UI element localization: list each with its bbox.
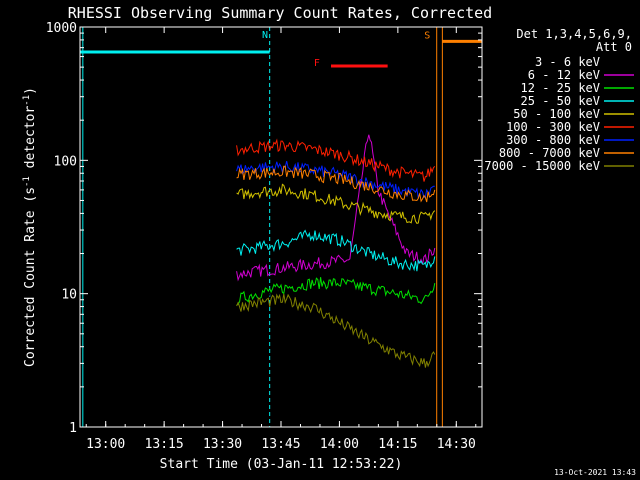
x-tick-label: 13:45 <box>261 437 300 452</box>
annotation-f: F <box>314 58 320 69</box>
legend-label: 7000 - 15000 keV <box>484 159 600 173</box>
series-trace <box>236 293 436 368</box>
x-tick-label: 13:00 <box>86 437 125 452</box>
x-tick-label: 13:15 <box>145 437 184 452</box>
x-tick-label: 14:30 <box>437 437 476 452</box>
legend-header-detectors: Det 1,3,4,5,6,9, <box>516 27 632 41</box>
legend-label: 50 - 100 keV <box>513 107 600 121</box>
legend-label: 25 - 50 keV <box>521 94 600 108</box>
annotation-s: S <box>424 30 430 41</box>
y-axis-label-end: ) <box>23 87 38 95</box>
y-axis-ticks: 1 10 100 1000 <box>46 21 482 436</box>
legend-label: 800 - 7000 keV <box>499 146 600 160</box>
annotation-n: N <box>262 30 268 41</box>
series-trace <box>236 138 436 182</box>
series-trace <box>236 183 436 224</box>
series-trace <box>236 134 436 282</box>
x-tick-label: 14:15 <box>378 437 417 452</box>
legend-header-attenuator: Att 0 <box>596 40 632 54</box>
legend-label: 300 - 800 keV <box>506 133 600 147</box>
series-7 <box>236 160 435 199</box>
legend-label: 6 - 12 keV <box>528 68 600 82</box>
series-trace <box>236 160 435 199</box>
legend-label: 12 - 25 keV <box>521 81 600 95</box>
series-5 <box>236 183 436 224</box>
series-8 <box>236 165 436 203</box>
series-6 <box>236 138 436 182</box>
x-tick-label: 13:30 <box>203 437 242 452</box>
series-2 <box>236 134 436 282</box>
series-trace <box>236 165 436 203</box>
x-tick-label: 14:00 <box>320 437 359 452</box>
y-tick-label: 1000 <box>46 21 77 36</box>
y-axis-label-sup2: -1 <box>22 95 32 106</box>
series-trace <box>236 229 436 272</box>
legend-label: 3 - 6 keV <box>535 55 600 69</box>
y-tick-label: 10 <box>61 288 77 303</box>
legend-label: 100 - 300 keV <box>506 120 600 134</box>
chart-title: RHESSI Observing Summary Count Rates, Co… <box>68 4 492 22</box>
y-axis-label-mid: detector <box>23 106 38 177</box>
y-axis-label-main: Corrected Count Rate (s <box>23 187 38 367</box>
y-tick-label: 100 <box>54 154 77 169</box>
y-axis-label: Corrected Count Rate (s-1 detector-1) <box>22 87 38 367</box>
x-axis-ticks: 13:00 13:15 13:30 13:45 14:00 14:15 14:30 <box>85 27 477 452</box>
x-axis-label: Start Time (03-Jan-11 12:53:22) <box>160 457 403 472</box>
footer-date: 13-Oct-2021 13:43 <box>554 468 636 477</box>
y-axis-label-sup1: -1 <box>22 176 32 187</box>
series-trace <box>236 277 436 306</box>
plot-area: N F S <box>80 27 482 427</box>
series-9 <box>236 293 436 368</box>
series-3 <box>236 277 436 306</box>
series-4 <box>236 229 436 272</box>
y-tick-label: 1 <box>69 421 77 436</box>
